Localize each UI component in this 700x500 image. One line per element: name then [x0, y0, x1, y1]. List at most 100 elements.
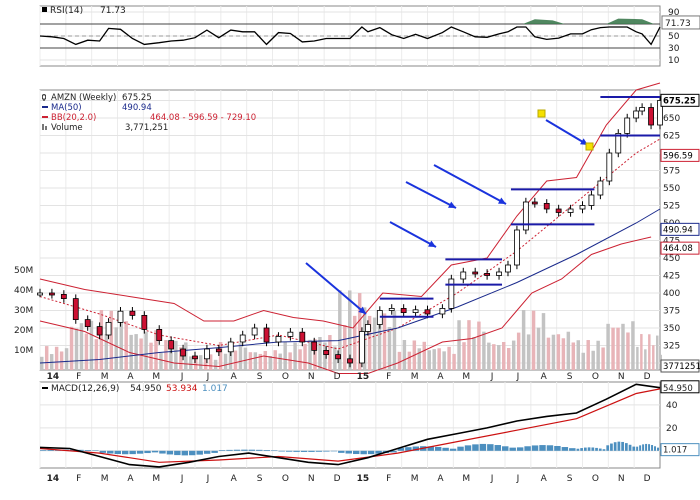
macd-histogram-bar: [487, 444, 494, 451]
candle-body: [606, 152, 613, 182]
price-y-tick: 425: [663, 272, 680, 282]
candle-body: [335, 354, 341, 360]
macd-histogram-bar: [233, 449, 241, 451]
x-tick-month: M: [411, 474, 419, 484]
rsi-legend-label: RSI(14): [50, 6, 83, 16]
price-legend-label: BB(20,2.0): [51, 113, 96, 123]
price-legend-value: 675.25: [122, 93, 152, 103]
volume-bar: [40, 356, 44, 370]
volume-bar: [154, 330, 158, 370]
volume-bar: [621, 323, 625, 370]
macd-histogram-bar: [648, 444, 651, 451]
macd-histogram-bar: [114, 450, 121, 455]
x-tick-month: J: [206, 474, 210, 484]
macd-histogram-bar: [293, 450, 300, 452]
macd-histogram-bar: [390, 450, 397, 453]
candle-body: [156, 328, 163, 341]
macd-histogram-bar: [323, 450, 330, 452]
x-axis-bottom: 14 F M A M J J A S O N D 15 F M A M J J A S O N D: [47, 474, 651, 484]
macd-hist-legend-value: 1.017: [202, 384, 228, 394]
macd-histogram-bar: [561, 447, 569, 451]
candle-body: [400, 307, 407, 313]
x-tick-month: A: [127, 474, 134, 484]
x-tick-month: A: [437, 372, 444, 382]
candle-body: [263, 327, 270, 343]
macd-signal-legend-value: 53.934: [166, 384, 198, 394]
rsi-overbought-fill: [522, 19, 565, 24]
macd-histogram-bar: [248, 449, 256, 451]
volume-bar: [382, 313, 387, 370]
macd-histogram-bar: [494, 445, 502, 451]
candle-body: [496, 271, 502, 276]
volume-bar: [164, 340, 168, 370]
x-tick-month: A: [541, 474, 548, 484]
volume-bar: [526, 334, 531, 370]
macd-line: [39, 383, 661, 468]
volume-bar: [343, 325, 347, 370]
bb-lower-line: [39, 236, 652, 374]
macd-histogram-bar: [375, 450, 382, 454]
candle-body: [299, 331, 306, 343]
macd-histogram-bar: [587, 447, 591, 451]
volume-bar: [467, 320, 471, 370]
volume-bar: [367, 315, 372, 370]
breakout-marker: [585, 142, 594, 151]
volume-bar: [44, 346, 49, 370]
volume-bar: [377, 320, 382, 370]
volume-bar: [442, 351, 446, 370]
candle-body: [251, 327, 258, 336]
macd-histogram-bar: [509, 447, 516, 451]
rsi-y-tick: 90: [668, 8, 680, 18]
volume-legend-icon: [42, 124, 44, 130]
volume-bar: [134, 334, 138, 370]
volume-bar: [273, 350, 277, 370]
candle-body: [567, 208, 574, 213]
price-value-label: 490.94: [663, 225, 693, 235]
macd-histogram-bar: [427, 446, 434, 451]
candle-body: [117, 310, 124, 323]
macd-histogram-bar: [226, 449, 233, 451]
rsi-overbought-fill: [606, 18, 655, 24]
macd-histogram-bar: [330, 450, 338, 452]
price-value-box: [660, 93, 700, 107]
volume-bar: [228, 342, 233, 370]
price-panel: 6756506256005755505255004754504254003753…: [14, 82, 700, 374]
x-tick-month: 14: [47, 372, 60, 382]
macd-histogram-bar: [136, 450, 144, 454]
candle-body: [364, 324, 371, 332]
price-y-tick: 400: [663, 289, 680, 299]
volume-bar: [94, 339, 99, 370]
volume-bar: [159, 352, 163, 370]
volume-y-tick: 10M: [14, 346, 33, 356]
macd-histogram-bar: [189, 450, 196, 456]
volume-bar: [648, 334, 651, 370]
volume-bar: [644, 349, 647, 370]
x-tick-month: J: [490, 474, 494, 484]
macd-histogram-bar: [554, 445, 561, 451]
macd-histogram-bar: [449, 448, 457, 451]
candle-body: [60, 293, 67, 299]
rsi-panel: 907050301071.73: [39, 5, 700, 67]
candle-body: [215, 348, 222, 353]
volume-bar: [561, 338, 566, 370]
x-tick-month: S: [257, 474, 263, 484]
volume-bar: [581, 352, 585, 370]
macd-histogram-bar: [602, 449, 606, 451]
volume-bar: [402, 340, 407, 370]
volume-bar: [601, 347, 605, 370]
candle-body: [388, 307, 395, 311]
price-y-tick: 550: [663, 184, 680, 194]
candle-body: [531, 201, 538, 205]
macd-histogram-bar: [181, 450, 189, 456]
price-y-tick: 450: [663, 254, 680, 264]
volume-bar: [238, 343, 243, 370]
volume-bar: [447, 346, 451, 370]
volume-bar: [59, 351, 64, 370]
x-tick-month: N: [308, 474, 315, 484]
x-tick-month: O: [282, 474, 289, 484]
macd-histogram-bar: [367, 450, 375, 455]
x-tick-month: A: [437, 474, 444, 484]
volume-bar: [268, 356, 272, 370]
macd-histogram-bar: [632, 446, 636, 451]
volume-bar: [109, 310, 114, 370]
